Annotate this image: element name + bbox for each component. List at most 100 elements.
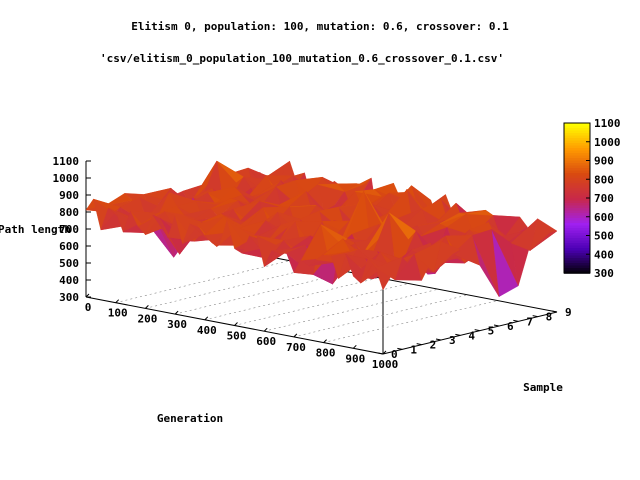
- colorbar-segment: [564, 165, 590, 169]
- colorbar-segment: [564, 135, 590, 139]
- surface-facet: [167, 237, 195, 242]
- surface-facet: [439, 212, 467, 224]
- colorbar-segment: [564, 205, 590, 209]
- surface-facet: [388, 212, 417, 240]
- surface-facet: [433, 249, 461, 273]
- colorbar-segment: [564, 260, 590, 264]
- colorbar-segment: [564, 178, 590, 182]
- colorbar-segment: [564, 140, 590, 144]
- surface-facet: [375, 256, 403, 281]
- z-tick-label: 300: [59, 291, 79, 304]
- colorbar-segment: [564, 220, 590, 224]
- surface-facet: [210, 198, 239, 210]
- y-tick-label: 7: [526, 315, 533, 328]
- series-label: 'csv/elitism_0_population_100_mutation_0…: [100, 52, 504, 65]
- x-tick-label: 700: [286, 341, 306, 354]
- colorbar-segment: [564, 168, 590, 172]
- z-tick-label: 700: [59, 223, 79, 236]
- z-tick-label: 1100: [53, 155, 80, 168]
- colorbar-segment: [564, 173, 590, 177]
- colorbar-segment: [564, 133, 590, 137]
- surface-facet: [322, 238, 351, 256]
- x-tick-label: 500: [227, 330, 247, 343]
- y-tick-mark: [377, 352, 384, 355]
- grid-line: [234, 283, 409, 326]
- x-tick-label: 400: [197, 324, 217, 337]
- grid-line: [264, 288, 439, 332]
- surface-facet: [195, 201, 223, 205]
- x-tick-mark: [115, 299, 120, 304]
- surface-facet: [446, 213, 475, 237]
- colorbar-segment: [564, 155, 590, 159]
- x-tick-mark: [85, 293, 90, 298]
- z-axis-ticks: 300 400 500 600 700 800 900 1000 1100: [53, 155, 91, 304]
- x-tick-mark: [174, 310, 179, 315]
- colorbar-segment: [564, 223, 590, 227]
- y-tick-mark: [397, 347, 403, 350]
- surface-facet: [452, 235, 480, 266]
- x-tick-label: 900: [345, 352, 365, 365]
- surface-facet: [354, 189, 383, 197]
- colorbar-segment: [564, 180, 590, 184]
- surface-facet: [344, 177, 372, 192]
- surface-facet: [289, 205, 317, 207]
- surface-facet: [360, 251, 388, 284]
- colorbar-segment: [564, 210, 590, 214]
- y-tick-mark: [474, 329, 480, 332]
- colorbar-segment: [564, 240, 590, 244]
- surface-facet: [216, 160, 244, 183]
- surface-facet: [394, 253, 422, 281]
- colorbar-segment: [564, 125, 590, 129]
- x-tick-mark: [234, 322, 238, 326]
- colorbar-tick-label: 1100: [594, 117, 621, 130]
- colorbar-segment: [564, 225, 590, 229]
- colorbar-segment: [564, 268, 590, 272]
- y-tick-label: 8: [546, 311, 553, 324]
- colorbar-segment: [564, 148, 590, 152]
- z-tick-label: 500: [59, 257, 79, 270]
- colorbar-segment: [564, 248, 590, 252]
- surface-mesh: [85, 160, 558, 298]
- surface-facet: [317, 183, 346, 192]
- y-tick-mark: [532, 315, 538, 318]
- x-tick-mark: [382, 350, 387, 355]
- colorbar-tick-label: 800: [594, 173, 614, 186]
- x-tick-mark: [293, 333, 298, 338]
- y-tick-mark: [493, 324, 500, 327]
- colorbar-tick-label: 300: [594, 267, 614, 280]
- surface-facet: [413, 241, 442, 273]
- grid-line: [115, 260, 290, 303]
- x-tick-mark: [263, 327, 268, 332]
- colorbar-segment: [564, 203, 590, 207]
- x-axis-label: Generation: [157, 412, 223, 425]
- chart-title: Elitism 0, population: 100, mutation: 0.…: [131, 20, 509, 33]
- y-tick-label: 6: [507, 320, 514, 333]
- colorbar-segment: [564, 128, 590, 132]
- colorbar-segment: [564, 243, 590, 247]
- surface-facet: [420, 223, 448, 237]
- colorbar-tick-label: 700: [594, 192, 614, 205]
- colorbar-segment: [564, 190, 590, 194]
- grid-line: [145, 266, 320, 309]
- colorbar-segment: [564, 193, 590, 197]
- z-tick-label: 600: [59, 240, 79, 253]
- x-tick-label: 100: [108, 307, 128, 320]
- z-axis-label: Path length: [0, 223, 71, 236]
- colorbar-segment: [564, 215, 590, 219]
- y-tick-mark: [416, 343, 422, 346]
- y-axis-label: Sample: [523, 381, 563, 394]
- colorbar-segment: [564, 170, 590, 174]
- colorbar-segment: [564, 238, 590, 242]
- colorbar-tick-label: 600: [594, 211, 614, 224]
- colorbar-segment: [564, 160, 590, 164]
- colorbar-segment: [564, 143, 590, 147]
- y-tick-label: 5: [488, 325, 495, 338]
- surface-facet: [105, 193, 133, 206]
- y-tick-label: 9: [565, 306, 572, 319]
- colorbar-segment: [564, 250, 590, 254]
- surface-facet: [510, 218, 539, 251]
- colorbar-segment: [564, 198, 590, 202]
- y-tick-label: 2: [430, 339, 437, 352]
